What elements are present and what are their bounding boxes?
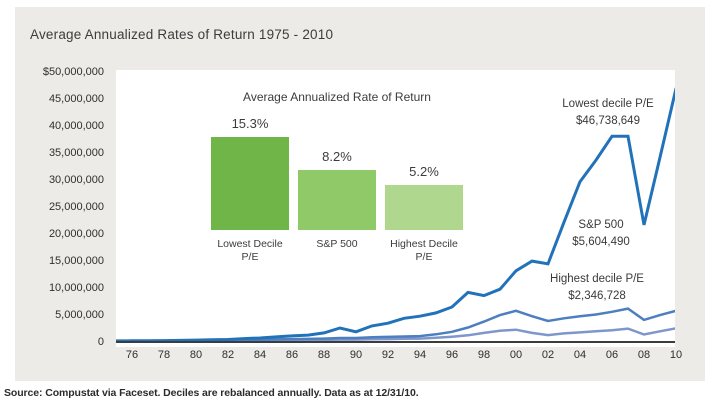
y-axis-tick-label: 5,000,000 [55,309,104,321]
inset-bar-chart-title: Average Annualized Rate of Return [243,90,431,104]
bar-value-label: 15.3% [231,116,269,131]
bars-row: 15.3% 8.2% 5.2% [206,116,468,230]
x-axis-tick-label: 92 [381,349,395,361]
annotation-sp500: S&P 500 $5,604,490 [511,217,691,252]
line-chart-svg [116,87,675,343]
y-axis-tick-label: 10,000,000 [48,282,104,294]
bar-lowest-decile-pe [211,137,289,230]
x-axis-tick-label: 10 [669,349,683,361]
x-axis-tick-label: 84 [253,349,267,361]
y-axis-tick-label: 30,000,000 [48,174,104,186]
bar-category-label: Lowest Decile P/E [211,238,289,264]
y-axis-tick-label: 35,000,000 [48,147,104,159]
annotation-highest-decile: Highest decile P/E $2,346,728 [507,271,687,306]
bar-sp500 [298,170,376,230]
y-axis-tick-label: 40,000,000 [48,120,104,132]
x-axis-tick-label: 90 [349,349,363,361]
inset-bar-chart: Average Annualized Rate of Return 15.3% … [206,90,468,264]
bar-category-line: Lowest Decile [217,238,283,250]
annotation-series-name: Lowest decile P/E [562,98,654,110]
x-axis: 76 78 80 82 84 86 88 90 92 94 96 98 00 02 04 06 08 10 [116,349,682,365]
plot-area: Average Annualized Rate of Return 15.3% … [116,70,675,347]
x-axis-tick-label: 82 [221,349,235,361]
x-axis-line [116,341,675,343]
y-axis-tick-label: 25,000,000 [48,201,104,213]
x-axis-tick-label: 96 [445,349,459,361]
x-axis-tick-label: 08 [637,349,651,361]
annotation-final-value: $46,738,649 [576,115,640,128]
x-axis-tick-label: 06 [605,349,619,361]
x-axis-tick-label: 80 [189,349,203,361]
annotation-lowest-decile: Lowest decile P/E $46,738,649 [518,96,698,131]
chart-title: Average Annualized Rates of Return 1975 … [30,27,334,42]
series-line-lowest-decile-p-e [116,87,675,343]
bar-value-label: 5.2% [409,164,439,179]
x-axis-tick-label: 86 [285,349,299,361]
y-axis-tick-label: $50,000,000 [42,66,104,78]
source-note: Source: Compustat via Faceset. Deciles a… [4,387,419,399]
x-axis-tick-label: 94 [413,349,427,361]
x-axis-tick-label: 76 [125,349,139,361]
y-axis-tick-label: 45,000,000 [48,93,104,105]
bar-category-line: P/E [241,251,259,264]
bar-category-label: S&P 500 [298,238,376,264]
bar-value-label: 8.2% [322,149,352,164]
y-axis-tick-label: 20,000,000 [48,228,104,240]
y-axis: $50,000,000 45,000,000 40,000,000 35,000,00… [15,7,110,381]
y-axis-tick-label: 15,000,000 [48,255,104,267]
annotation-final-value: $2,346,728 [568,290,626,303]
bar-column-sp500: 8.2% [298,149,376,230]
bar-labels-row: Lowest Decile P/E S&P 500 Highest Decile… [206,238,468,264]
bar-category-line: P/E [415,251,433,264]
bar-column-lowest-decile: 15.3% [211,116,289,230]
bar-column-highest-decile: 5.2% [385,164,463,230]
x-axis-tick-label: 04 [573,349,587,361]
y-axis-tick-label: 0 [97,336,104,348]
bar-category-label: Highest Decile P/E [385,238,463,264]
annotation-series-name: S&P 500 [578,219,624,231]
x-axis-tick-label: 02 [541,349,555,361]
annotation-series-name: Highest decile P/E [550,273,644,285]
series-line-s-p-500 [116,307,675,343]
chart-panel: Average Annualized Rates of Return 1975 … [15,7,705,381]
x-axis-tick-label: 78 [157,349,171,361]
x-axis-tick-label: 88 [317,349,331,361]
x-axis-tick-label: 00 [509,349,523,361]
annotation-final-value: $5,604,490 [572,236,630,249]
bar-highest-decile-pe [385,185,463,230]
x-axis-tick-label: 98 [477,349,491,361]
bar-category-line: Highest Decile [390,238,458,250]
bar-category-line: S&P 500 [316,238,358,250]
